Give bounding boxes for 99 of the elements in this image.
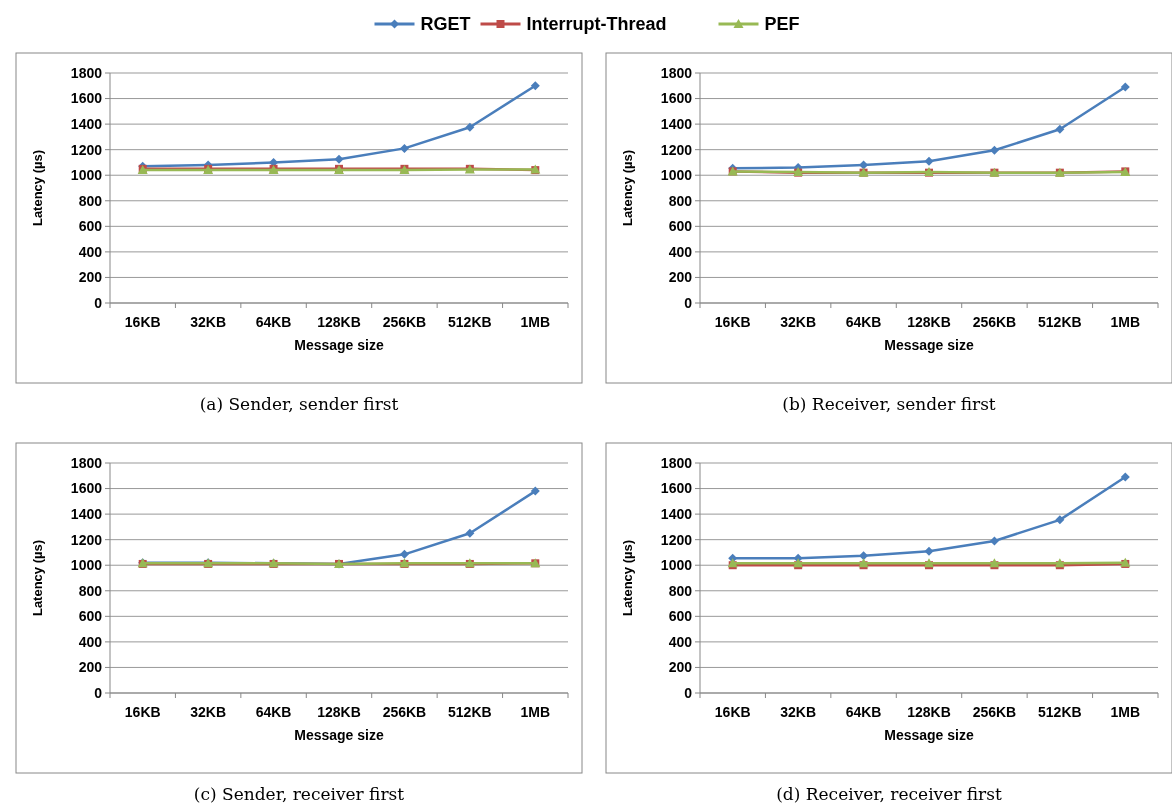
y-tick-label: 0 — [94, 684, 103, 701]
x-tick-label: 128KB — [907, 704, 951, 720]
x-tick-label: 64KB — [845, 704, 882, 720]
point — [1120, 82, 1130, 92]
y-tick-label: 800 — [668, 582, 693, 599]
y-tick-label: 600 — [668, 608, 693, 625]
point — [530, 486, 540, 496]
y-tick-label: 0 — [684, 294, 693, 311]
y-tick-label: 600 — [78, 218, 103, 235]
y-tick-label: 1600 — [660, 90, 693, 107]
y-tick-label: 1400 — [70, 506, 103, 523]
x-tick-label: 512KB — [1038, 704, 1082, 720]
y-tick-label: 600 — [668, 218, 693, 235]
point — [1055, 515, 1065, 525]
x-axis-title: Message size — [294, 337, 384, 353]
point — [989, 145, 999, 155]
text: (b) Receiver, sender first — [782, 394, 996, 414]
x-axis-title: Message size — [884, 727, 974, 743]
point — [924, 546, 934, 556]
y-tick-label: 800 — [668, 192, 693, 209]
x-tick-label: 128KB — [317, 704, 361, 720]
x-tick-label: 1MB — [520, 704, 551, 720]
y-axis-title: Latency (µs) — [30, 539, 45, 617]
x-tick-label: 32KB — [190, 704, 227, 720]
x-tick-label: 256KB — [382, 704, 427, 720]
point — [465, 122, 475, 132]
y-tick-label: 1800 — [70, 64, 103, 81]
legend-label: RGET — [420, 14, 471, 35]
y-tick-label: 0 — [684, 684, 693, 701]
y-axis-title: Latency (µs) — [620, 149, 635, 227]
y-tick-label: 1600 — [70, 90, 103, 107]
point — [334, 154, 344, 164]
y-tick-label: 1200 — [70, 531, 103, 548]
x-tick-label: 512KB — [448, 314, 492, 330]
point — [1120, 472, 1130, 482]
point — [924, 156, 934, 166]
y-tick-label: 200 — [78, 659, 103, 676]
y-tick-label: 200 — [78, 269, 103, 286]
y-tick-label: 400 — [78, 243, 103, 260]
point — [465, 528, 475, 538]
y-tick-label: 400 — [668, 243, 693, 260]
x-tick-label: 256KB — [972, 314, 1017, 330]
point — [989, 536, 999, 546]
x-tick-label: 32KB — [780, 704, 817, 720]
y-tick-label: 1000 — [70, 557, 103, 574]
x-tick-label: 64KB — [845, 314, 882, 330]
y-tick-label: 1400 — [660, 116, 693, 133]
y-tick-label: 600 — [78, 608, 103, 625]
x-tick-label: 32KB — [190, 314, 227, 330]
x-tick-label: 64KB — [255, 314, 292, 330]
y-tick-label: 0 — [94, 294, 103, 311]
y-tick-label: 1200 — [70, 141, 103, 158]
x-tick-label: 128KB — [907, 314, 951, 330]
y-tick-label: 200 — [668, 659, 693, 676]
y-tick-label: 1600 — [660, 480, 693, 497]
y-tick-label: 1600 — [70, 480, 103, 497]
y-tick-label: 1200 — [660, 141, 693, 158]
point — [399, 549, 409, 559]
point — [399, 143, 409, 153]
x-tick-label: 512KB — [1038, 314, 1082, 330]
y-axis-title: Latency (µs) — [30, 149, 45, 227]
point — [530, 81, 540, 91]
y-tick-label: 1800 — [660, 64, 693, 81]
y-tick-label: 800 — [78, 192, 103, 209]
y-tick-label: 1200 — [660, 531, 693, 548]
x-tick-label: 1MB — [1110, 704, 1141, 720]
text: (d) Receiver, receiver first — [776, 784, 1002, 804]
y-tick-label: 1800 — [660, 454, 693, 471]
y-tick-label: 1000 — [660, 557, 693, 574]
text: (c) Sender, receiver first — [193, 784, 405, 804]
legend-label: PEF — [764, 14, 800, 35]
x-axis-title: Message size — [294, 727, 384, 743]
y-tick-label: 1800 — [70, 454, 103, 471]
y-tick-label: 1000 — [660, 167, 693, 184]
x-axis-title: Message size — [884, 337, 974, 353]
y-tick-label: 200 — [668, 269, 693, 286]
x-tick-label: 256KB — [382, 314, 427, 330]
x-tick-label: 16KB — [714, 704, 751, 720]
x-tick-label: 1MB — [1110, 314, 1141, 330]
y-tick-label: 400 — [668, 633, 693, 650]
x-tick-label: 128KB — [317, 314, 361, 330]
x-tick-label: 64KB — [255, 704, 292, 720]
legend-label: Interrupt-Thread — [526, 14, 667, 35]
x-tick-label: 256KB — [972, 704, 1017, 720]
y-tick-label: 1400 — [660, 506, 693, 523]
text: (a) Sender, sender first — [199, 394, 399, 414]
point — [859, 551, 869, 561]
point — [1055, 124, 1065, 134]
x-tick-label: 32KB — [780, 314, 817, 330]
y-tick-label: 800 — [78, 582, 103, 599]
y-tick-label: 400 — [78, 633, 103, 650]
x-tick-label: 16KB — [124, 314, 161, 330]
y-axis-title: Latency (µs) — [620, 539, 635, 617]
x-tick-label: 1MB — [520, 314, 551, 330]
y-tick-label: 1000 — [70, 167, 103, 184]
y-tick-label: 1400 — [70, 116, 103, 133]
x-tick-label: 16KB — [714, 314, 751, 330]
x-tick-label: 512KB — [448, 704, 492, 720]
x-tick-label: 16KB — [124, 704, 161, 720]
